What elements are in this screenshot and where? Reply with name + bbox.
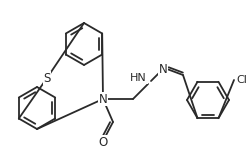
Text: HN: HN xyxy=(130,73,146,83)
Text: Cl: Cl xyxy=(235,75,246,85)
Text: S: S xyxy=(43,71,51,85)
Text: N: N xyxy=(158,62,167,76)
Text: N: N xyxy=(98,93,107,105)
Text: O: O xyxy=(98,136,107,148)
